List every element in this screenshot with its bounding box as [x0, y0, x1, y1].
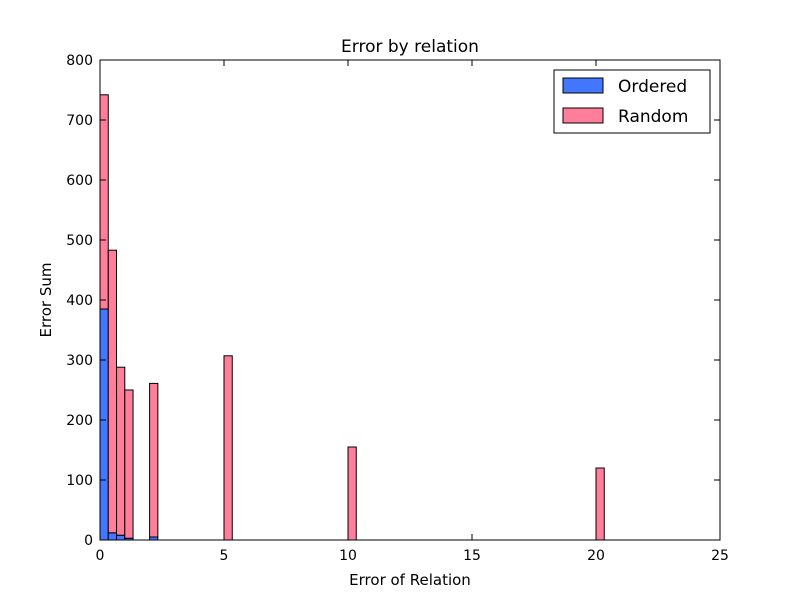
x-tick-label-1: 5	[220, 548, 229, 564]
bar-ordered-0	[99, 308, 109, 541]
y-tick-label-2: 200	[66, 413, 93, 429]
bar-random-1	[107, 249, 118, 534]
legend-label-ordered: Ordered	[618, 77, 687, 97]
y-tick-label-7: 700	[66, 113, 93, 129]
x-axis-title: Error of Relation	[349, 571, 471, 589]
y-axis-ticks: 0 100 200 300 400 500 600 700 800	[66, 53, 720, 549]
bar-random-0	[99, 94, 109, 310]
bars-group	[99, 94, 605, 541]
bar-random-2	[116, 366, 126, 536]
y-tick-label-4: 400	[66, 293, 93, 309]
bar-ordered-1	[107, 532, 118, 541]
chart-title: Error by relation	[341, 37, 479, 57]
x-tick-label-3: 15	[463, 548, 481, 564]
y-tick-label-5: 500	[66, 233, 93, 249]
bar-random-7	[595, 467, 605, 541]
bar-random-4	[149, 382, 159, 538]
bar-random-3	[124, 389, 134, 539]
bar-ordered-2	[116, 534, 126, 541]
y-tick-label-0: 0	[84, 533, 93, 549]
legend-label-random: Random	[618, 107, 688, 127]
x-tick-label-2: 10	[339, 548, 357, 564]
legend-swatch-random	[562, 107, 604, 124]
y-tick-label-1: 100	[66, 473, 93, 489]
legend-swatch-ordered	[562, 77, 604, 94]
x-tick-label-5: 25	[711, 548, 729, 564]
y-tick-label-8: 800	[66, 53, 93, 69]
bar-random-6	[347, 446, 357, 541]
bar-random-5	[223, 355, 233, 541]
y-tick-label-3: 300	[66, 353, 93, 369]
x-tick-label-0: 0	[96, 548, 105, 564]
legend: Ordered Random	[553, 69, 711, 134]
x-tick-label-4: 20	[587, 548, 605, 564]
y-axis-title: Error Sum	[37, 263, 55, 338]
y-tick-label-6: 600	[66, 173, 93, 189]
x-axis-ticks: 0 5 10 15 20 25	[96, 60, 729, 564]
